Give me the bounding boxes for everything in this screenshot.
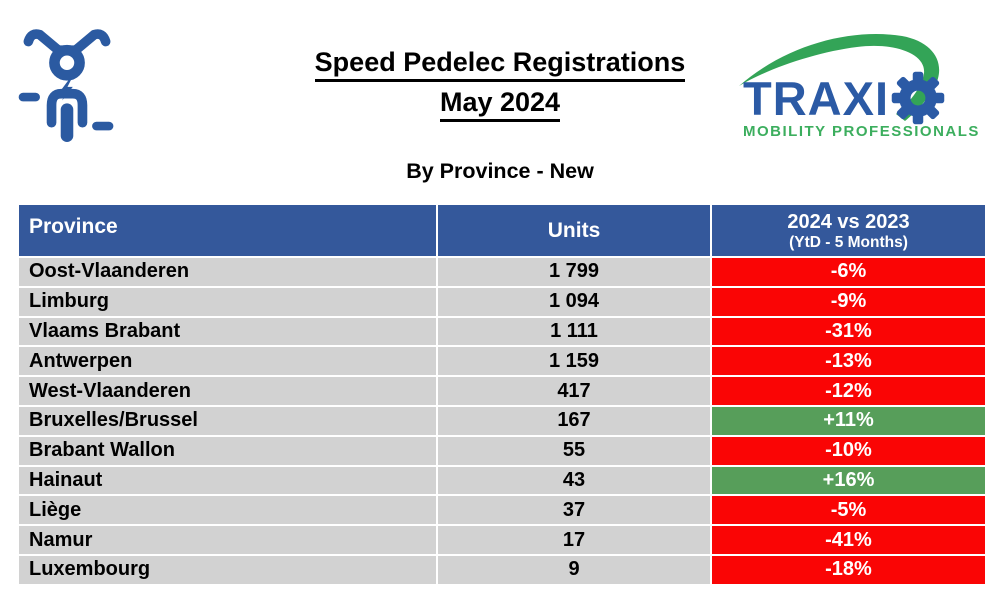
province-cell: Antwerpen bbox=[17, 345, 438, 378]
units-cell: 1 159 bbox=[436, 345, 712, 378]
units-cell: 55 bbox=[436, 434, 712, 467]
table-row: Limburg 1 094 -9% bbox=[17, 285, 987, 318]
change-cell: -41% bbox=[710, 524, 987, 556]
change-cell: +16% bbox=[710, 464, 987, 497]
brand-tagline: MOBILITY PROFESSIONALS bbox=[743, 123, 980, 140]
province-cell: Bruxelles/Brussel bbox=[17, 404, 438, 437]
table-row: Bruxelles/Brussel 167 +11% bbox=[17, 404, 987, 437]
speed-pedelec-icon bbox=[16, 28, 118, 142]
brand-text: TRAXI bbox=[743, 71, 889, 125]
brand-wordmark: TRAXI bbox=[743, 70, 946, 126]
table-row: Namur 17 -41% bbox=[17, 524, 987, 556]
units-cell: 9 bbox=[436, 553, 712, 586]
province-cell: Namur bbox=[17, 524, 438, 556]
province-cell: Luxembourg bbox=[17, 553, 438, 586]
column-header-change-subtitle: (YtD - 5 Months) bbox=[789, 233, 908, 251]
province-cell: Liège bbox=[17, 494, 438, 527]
change-cell: -5% bbox=[710, 494, 987, 527]
header-row: Province Units 2024 vs 2023 (YtD - 5 Mon… bbox=[17, 203, 987, 258]
change-cell: -10% bbox=[710, 434, 987, 467]
change-cell: -31% bbox=[710, 315, 987, 348]
column-header-change-title: 2024 vs 2023 bbox=[787, 210, 910, 233]
registrations-table: Province Units 2024 vs 2023 (YtD - 5 Mon… bbox=[17, 203, 987, 586]
title-line-2: May 2024 bbox=[439, 86, 561, 122]
change-cell: -13% bbox=[710, 345, 987, 378]
change-cell: -12% bbox=[710, 375, 987, 407]
gear-icon bbox=[891, 71, 945, 125]
table-body: Oost-Vlaanderen 1 799 -6% Limburg 1 094 -9% Vl… bbox=[17, 256, 987, 586]
table-row: Brabant Wallon 55 -10% bbox=[17, 434, 987, 467]
units-cell: 417 bbox=[436, 375, 712, 407]
page-subtitle: By Province - New bbox=[406, 159, 594, 183]
title-line-1: Speed Pedelec Registrations bbox=[314, 46, 686, 82]
table-row: Oost-Vlaanderen 1 799 -6% bbox=[17, 256, 987, 288]
units-cell: 1 111 bbox=[436, 315, 712, 348]
change-cell: -18% bbox=[710, 553, 987, 586]
units-cell: 1 094 bbox=[436, 285, 712, 318]
province-cell: Hainaut bbox=[17, 464, 438, 497]
units-cell: 17 bbox=[436, 524, 712, 556]
units-cell: 167 bbox=[436, 404, 712, 437]
province-cell: West-Vlaanderen bbox=[17, 375, 438, 407]
province-cell: Oost-Vlaanderen bbox=[17, 256, 438, 288]
table-row: Antwerpen 1 159 -13% bbox=[17, 345, 987, 378]
page-title: Speed Pedelec Registrations May 2024 bbox=[230, 42, 770, 122]
table-header: Province Units 2024 vs 2023 (YtD - 5 Mon… bbox=[17, 203, 987, 258]
change-cell: +11% bbox=[710, 404, 987, 437]
table-row: Liège 37 -5% bbox=[17, 494, 987, 527]
column-header-units: Units bbox=[436, 203, 712, 258]
column-header-province: Province bbox=[17, 203, 438, 258]
table-row: Vlaams Brabant 1 111 -31% bbox=[17, 315, 987, 348]
column-header-change: 2024 vs 2023 (YtD - 5 Months) bbox=[710, 203, 987, 258]
units-cell: 1 799 bbox=[436, 256, 712, 288]
province-cell: Brabant Wallon bbox=[17, 434, 438, 467]
change-cell: -6% bbox=[710, 256, 987, 288]
change-cell: -9% bbox=[710, 285, 987, 318]
table-row: West-Vlaanderen 417 -12% bbox=[17, 375, 987, 407]
units-cell: 43 bbox=[436, 464, 712, 497]
province-cell: Vlaams Brabant bbox=[17, 315, 438, 348]
province-cell: Limburg bbox=[17, 285, 438, 318]
swoosh-icon bbox=[739, 34, 940, 121]
traxio-logo: TRAXI MOBILITY PROFESSIONALS bbox=[737, 20, 992, 142]
units-cell: 37 bbox=[436, 494, 712, 527]
table-row: Luxembourg 9 -18% bbox=[17, 553, 987, 586]
table-row: Hainaut 43 +16% bbox=[17, 464, 987, 497]
